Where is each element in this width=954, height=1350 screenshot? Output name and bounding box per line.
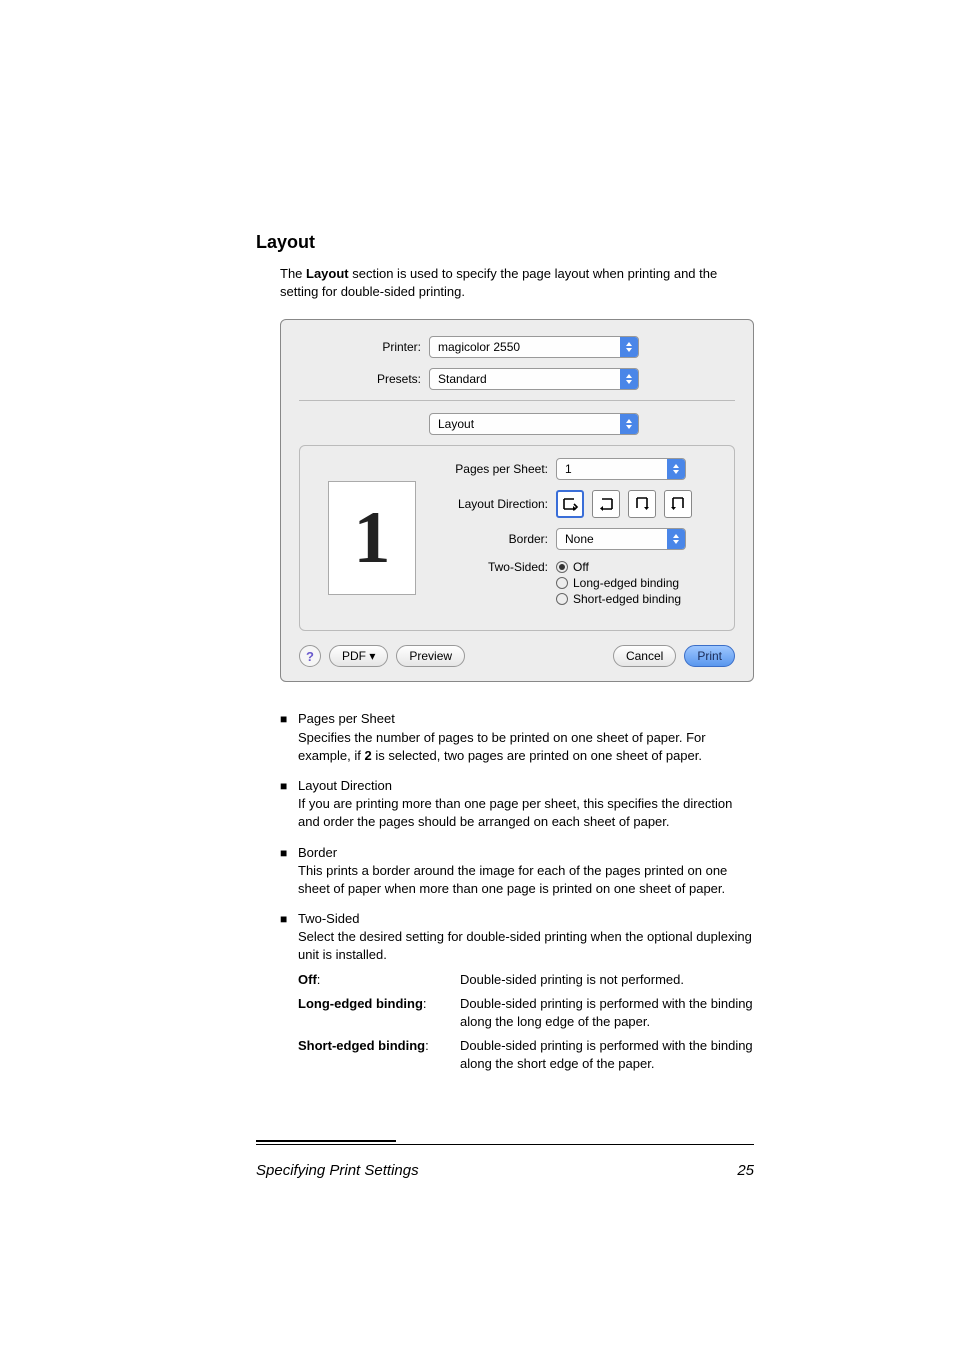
- print-label: Print: [697, 649, 722, 663]
- radio-selected-icon: [556, 561, 568, 573]
- def-short-val: Double-sided printing is performed with …: [460, 1037, 754, 1073]
- two-sided-off-text: Off: [573, 560, 589, 574]
- def-off: Off: Double-sided printing is not perfor…: [298, 971, 754, 989]
- printer-value: magicolor 2550: [430, 340, 620, 354]
- bullet-border: ■ Border This prints a border around the…: [280, 844, 754, 899]
- preview-label: Preview: [409, 649, 452, 663]
- bullet-square-icon: ■: [280, 710, 298, 765]
- layout-panel: 1 Pages per Sheet: 1 Layout Directio: [299, 445, 735, 631]
- radio-unselected-icon: [556, 593, 568, 605]
- print-dialog: Printer: magicolor 2550 Presets: Standar…: [280, 319, 754, 682]
- footer-page-number: 25: [737, 1162, 754, 1179]
- layout-dir-2-icon[interactable]: [592, 490, 620, 518]
- panel-value: Layout: [430, 417, 620, 431]
- pdf-button[interactable]: PDF ▾: [329, 645, 388, 667]
- border-popup[interactable]: None: [556, 528, 686, 550]
- panel-popup[interactable]: Layout: [429, 413, 639, 435]
- bullet-square-icon: ■: [280, 910, 298, 1080]
- dir-label: Layout Direction:: [432, 497, 556, 511]
- page-thumbnail: 1: [328, 481, 416, 595]
- two-sided-long-text: Long-edged binding: [573, 576, 679, 590]
- two-sided-short-text: Short-edged binding: [573, 592, 681, 606]
- updown-arrows-icon: [620, 414, 638, 434]
- bullet-square-icon: ■: [280, 844, 298, 899]
- bullet-two-sided: ■ Two-Sided Select the desired setting f…: [280, 910, 754, 1080]
- def-off-val: Double-sided printing is not performed.: [460, 971, 754, 989]
- presets-label: Presets:: [299, 372, 429, 386]
- radio-unselected-icon: [556, 577, 568, 589]
- def-long: Long-edged binding: Double-sided printin…: [298, 995, 754, 1031]
- preview-button[interactable]: Preview: [396, 645, 465, 667]
- presets-popup[interactable]: Standard: [429, 368, 639, 390]
- def-off-key: Off: [298, 972, 317, 987]
- updown-arrows-icon: [667, 529, 685, 549]
- layout-dir-3-icon[interactable]: [628, 490, 656, 518]
- bullet-title: Border: [298, 844, 754, 862]
- pps-label: Pages per Sheet:: [432, 462, 556, 476]
- def-short: Short-edged binding: Double-sided printi…: [298, 1037, 754, 1073]
- intro-bold: Layout: [306, 266, 349, 281]
- bullet-desc: If you are printing more than one page p…: [298, 795, 754, 831]
- bullet-pages-per-sheet: ■ Pages per Sheet Specifies the number o…: [280, 710, 754, 765]
- bullet-desc: Specifies the number of pages to be prin…: [298, 729, 754, 765]
- layout-dir-4-icon[interactable]: [664, 490, 692, 518]
- pps-value: 1: [557, 462, 667, 476]
- help-button[interactable]: ?: [299, 645, 321, 667]
- bullet-title: Layout Direction: [298, 777, 754, 795]
- two-sided-long-radio[interactable]: Long-edged binding: [556, 576, 681, 590]
- cancel-label: Cancel: [626, 649, 663, 663]
- print-button[interactable]: Print: [684, 645, 735, 667]
- def-short-key: Short-edged binding: [298, 1038, 425, 1053]
- cancel-button[interactable]: Cancel: [613, 645, 676, 667]
- pps-popup[interactable]: 1: [556, 458, 686, 480]
- intro-paragraph: The Layout section is used to specify th…: [280, 265, 754, 301]
- presets-value: Standard: [430, 372, 620, 386]
- border-label: Border:: [432, 532, 556, 546]
- updown-arrows-icon: [620, 369, 638, 389]
- bullet-title: Pages per Sheet: [298, 710, 754, 728]
- two-sided-off-radio[interactable]: Off: [556, 560, 681, 574]
- two-sided-short-radio[interactable]: Short-edged binding: [556, 592, 681, 606]
- intro-a: The: [280, 266, 306, 281]
- bullet-square-icon: ■: [280, 777, 298, 832]
- printer-label: Printer:: [299, 340, 429, 354]
- updown-arrows-icon: [620, 337, 638, 357]
- footer-section: Specifying Print Settings: [256, 1162, 419, 1179]
- bullet-desc: This prints a border around the image fo…: [298, 862, 754, 898]
- def-long-key: Long-edged binding: [298, 996, 423, 1011]
- bullet-layout-direction: ■ Layout Direction If you are printing m…: [280, 777, 754, 832]
- border-value: None: [557, 532, 667, 546]
- section-heading: Layout: [256, 232, 754, 253]
- updown-arrows-icon: [667, 459, 685, 479]
- footer-rule: [256, 1140, 754, 1154]
- def-long-val: Double-sided printing is performed with …: [460, 995, 754, 1031]
- two-sided-label: Two-Sided:: [432, 560, 556, 574]
- pdf-label: PDF ▾: [342, 649, 375, 663]
- layout-dir-1-icon[interactable]: [556, 490, 584, 518]
- bullet-desc: Select the desired setting for double-si…: [298, 928, 754, 964]
- divider: [299, 400, 735, 401]
- bullet-title: Two-Sided: [298, 910, 754, 928]
- printer-popup[interactable]: magicolor 2550: [429, 336, 639, 358]
